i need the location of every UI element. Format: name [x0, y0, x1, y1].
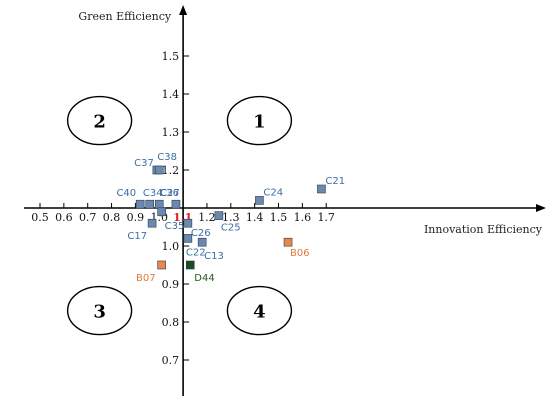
point-c37-label: C37: [134, 158, 154, 169]
point-c36-label: C36: [159, 188, 179, 199]
y-tick-label: 0.9: [162, 278, 180, 291]
point-d44-marker: [185, 260, 195, 270]
quadrant-4-ellipse: [226, 285, 293, 336]
y-tick-label: 0.7: [162, 354, 180, 367]
quadrant-2-ellipse: [66, 95, 133, 146]
point-c17-label: C17: [127, 231, 147, 242]
x-tick-label: 1.6: [294, 211, 312, 224]
x-axis-title: Innovation Efficiency: [424, 223, 543, 236]
point-c25-label: C25: [221, 223, 241, 234]
point-c36-marker: [154, 199, 164, 209]
x-tick-label: 1.2: [198, 211, 216, 224]
point-c26-marker: [183, 218, 193, 228]
x-tick-label: 1.4: [246, 211, 264, 224]
point-b07-label: B07: [136, 273, 156, 284]
point-c26-label: C26: [191, 228, 211, 239]
axis-layer: Innovation Efficiency Green Efficiency 1…: [24, 5, 546, 396]
point-c24-marker: [255, 196, 264, 205]
y-tick-label: 1.2: [162, 164, 180, 177]
y-tick-label: 1.0: [162, 240, 180, 253]
y-tick-label: 1.5: [162, 50, 180, 63]
quadrant-2-label: 2: [93, 112, 106, 133]
quadrant-3-label: 3: [93, 302, 106, 323]
point-d44-label: D44: [194, 273, 214, 284]
point-b06-label: B06: [290, 248, 310, 259]
point-c17-marker: [147, 218, 157, 228]
y-tick-label: 0.8: [162, 316, 180, 329]
point-c34-label: C34: [143, 188, 163, 199]
point-c27-label: C27: [160, 188, 180, 199]
point-c40-label: C40: [116, 188, 136, 199]
point-c22-label: C22: [186, 247, 206, 258]
x-tick-label: 1.7: [317, 211, 335, 224]
point-c34-marker: [145, 199, 155, 209]
point-b06-marker: [283, 237, 293, 247]
quadrant-4-label: 4: [253, 302, 266, 323]
point-b07-marker: [157, 260, 166, 270]
x-tick-label: 0.8: [103, 211, 121, 224]
x-axis-arrow: [536, 204, 546, 212]
quadrant-layer: 1 2 3 4: [66, 95, 293, 336]
point-c27-marker: [171, 199, 181, 209]
point-c21-marker: [317, 184, 326, 194]
y-axis-title: Green Efficiency: [78, 10, 171, 23]
quadrant-3-ellipse: [66, 285, 133, 336]
y-tick-label: 1.4: [162, 88, 180, 101]
x-tick-label: 0.9: [127, 211, 145, 224]
tick-layer: 0.5 0.6 0.7 0.8 0.9 1.0 1.2 1.3 1.4 1.5 1.6 1.71.51…: [31, 50, 335, 367]
x-tick-label: 0.7: [79, 211, 97, 224]
point-c24-label: C24: [263, 187, 283, 198]
x-tick-label: 1.5: [270, 211, 288, 224]
x-tick-label: 0.6: [55, 211, 73, 224]
point-c22-marker: [183, 234, 193, 243]
point-c40-marker: [135, 199, 145, 209]
y-axis-arrow: [179, 5, 188, 15]
point-c38-label: C38: [157, 152, 177, 163]
x-tick-label: 1.3: [222, 211, 240, 224]
point-c13-label: C13: [204, 251, 224, 262]
quadrant-1-label: 1: [253, 112, 266, 133]
point-c35-label: C35: [165, 221, 185, 232]
point-c35-marker: [157, 207, 166, 217]
point-c38-marker: [154, 165, 164, 175]
point-c21-label: C21: [325, 176, 345, 187]
point-c13-marker: [197, 237, 207, 247]
point-c25-marker: [214, 211, 224, 220]
x-tick-label: 0.5: [31, 211, 49, 224]
y-tick-label: 1.3: [162, 126, 180, 139]
quadrant-1-ellipse: [226, 95, 293, 146]
